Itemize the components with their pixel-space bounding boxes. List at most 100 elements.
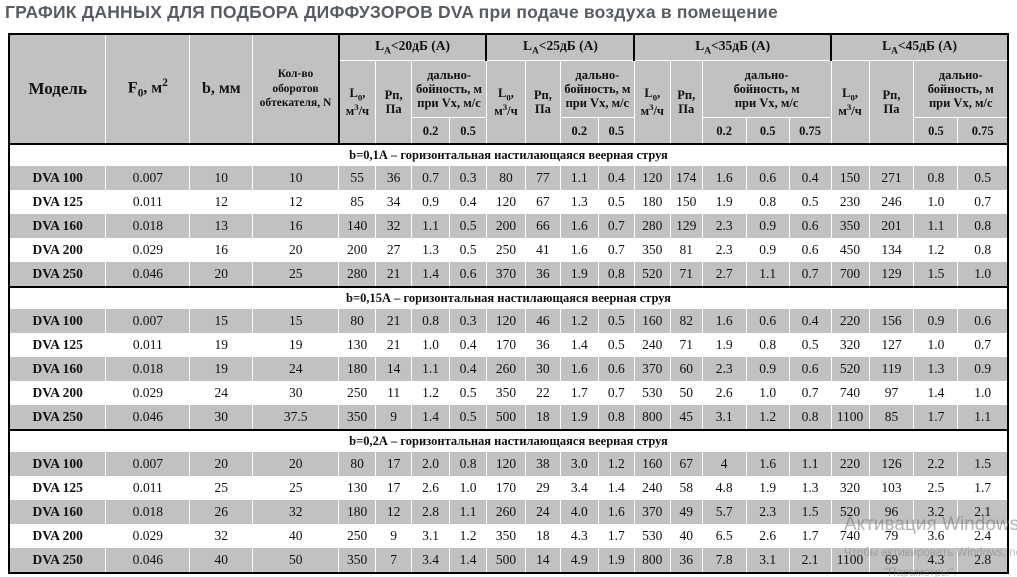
data-cell: 13 (189, 214, 254, 238)
data-cell: 1.2 (913, 238, 959, 262)
group-header-la45: LA<45дБ (А) (830, 33, 1009, 61)
data-cell: 350 (485, 381, 526, 405)
data-cell: 1.1 (913, 214, 959, 238)
data-cell: 1.7 (559, 381, 599, 405)
data-cell: 2.1 (957, 500, 1009, 524)
group-header-la25: LA<25дБ (А) (485, 33, 635, 61)
data-cell: 0.046 (105, 548, 191, 573)
data-cell: 3.1 (701, 405, 747, 430)
col-header-b: b, мм (189, 33, 254, 145)
group-header-la20: LA<20дБ (А) (337, 33, 487, 61)
data-cell: 20 (189, 262, 254, 287)
data-cell: 36 (524, 262, 561, 287)
data-cell: 320 (830, 333, 870, 357)
data-cell: 19 (189, 357, 254, 381)
col-header-vx-g2-05: 0.5 (597, 117, 635, 145)
model-name: DVA 100 (8, 452, 107, 476)
data-cell: 1.4 (411, 262, 451, 287)
model-name: DVA 160 (8, 357, 107, 381)
data-cell: 77 (524, 166, 561, 190)
data-cell: 1.7 (597, 524, 635, 548)
data-cell: 32 (252, 500, 340, 524)
data-cell: 450 (830, 238, 870, 262)
data-cell: 240 (633, 333, 671, 357)
data-cell: 1.4 (411, 405, 451, 430)
data-cell: 32 (189, 524, 254, 548)
section-header-row: b=0,2А – горизонтальная настилающаяся ве… (9, 429, 1008, 452)
data-cell: 80 (485, 166, 526, 190)
data-cell: 7.8 (701, 548, 747, 573)
table-row: DVA 100 0.007 15 15 80 21 0.8 0.3 120 46 1.2 0.5 160… (8, 309, 1009, 333)
data-cell: 134 (868, 238, 915, 262)
data-cell: 1.0 (957, 381, 1009, 405)
data-cell: 0.4 (597, 166, 635, 190)
data-cell: 0.9 (913, 309, 959, 333)
data-cell: 0.007 (105, 452, 191, 476)
data-cell: 9 (375, 524, 413, 548)
data-cell: 17 (375, 476, 413, 500)
table-body: b=0,1А – горизонтальная настилающаяся ве… (8, 143, 1009, 573)
data-cell: 0.7 (597, 238, 635, 262)
data-cell: 1.1 (745, 262, 790, 287)
data-cell: 1.6 (559, 238, 599, 262)
data-cell: 1.0 (913, 190, 959, 214)
data-cell: 119 (868, 357, 915, 381)
data-cell: 103 (868, 476, 915, 500)
data-cell: 4.0 (559, 500, 599, 524)
data-cell: 1.2 (559, 309, 599, 333)
data-cell: 32 (375, 214, 413, 238)
data-cell: 0.4 (449, 357, 487, 381)
data-cell: 67 (669, 452, 703, 476)
data-cell: 520 (830, 357, 870, 381)
col-header-pn-g4: Рп, Па (868, 60, 915, 145)
data-cell: 3.2 (913, 500, 959, 524)
data-cell: 1.3 (788, 476, 832, 500)
data-cell: 0.5 (449, 238, 487, 262)
data-cell: 520 (633, 262, 671, 287)
data-cell: 350 (830, 214, 870, 238)
model-name: DVA 250 (8, 548, 107, 573)
data-cell: 201 (868, 214, 915, 238)
data-cell: 0.6 (788, 357, 832, 381)
data-cell: 0.6 (745, 309, 790, 333)
data-cell: 2.3 (745, 500, 790, 524)
data-cell: 0.7 (597, 381, 635, 405)
data-cell: 0.8 (597, 262, 635, 287)
data-cell: 30 (524, 357, 561, 381)
data-cell: 3.1 (411, 524, 451, 548)
data-cell: 0.9 (745, 357, 790, 381)
data-cell: 2.6 (701, 381, 747, 405)
data-cell: 0.5 (449, 381, 487, 405)
data-cell: 0.6 (745, 166, 790, 190)
data-cell: 160 (633, 309, 671, 333)
data-cell: 0.011 (105, 476, 191, 500)
data-cell: 3.6 (913, 524, 959, 548)
data-cell: 85 (338, 190, 377, 214)
data-cell: 16 (252, 214, 340, 238)
col-header-range-g1: дально-бойность, м при Vx, м/с (411, 60, 487, 118)
data-cell: 3.0 (559, 452, 599, 476)
group-header-la35: LA<35дБ (А) (633, 33, 832, 61)
data-cell: 15 (189, 309, 254, 333)
data-cell: 180 (338, 500, 377, 524)
data-cell: 1.9 (745, 476, 790, 500)
data-cell: 50 (669, 381, 703, 405)
data-cell: 30 (252, 381, 340, 405)
section-title: b=0,1А – горизонтальная настилающаяся ве… (9, 143, 1008, 166)
col-header-range-g4: дально-бойность, м при Vx, м/с (913, 60, 1009, 118)
data-cell: 0.8 (745, 190, 790, 214)
data-cell: 36 (375, 166, 413, 190)
data-cell: 1.2 (745, 405, 790, 430)
data-cell: 21 (375, 333, 413, 357)
data-cell: 126 (868, 452, 915, 476)
data-cell: 120 (633, 166, 671, 190)
data-cell: 1.5 (957, 452, 1009, 476)
data-cell: 24 (189, 381, 254, 405)
data-cell: 1.3 (411, 238, 451, 262)
model-name: DVA 200 (8, 238, 107, 262)
data-cell: 37.5 (252, 405, 340, 430)
data-cell: 140 (338, 214, 377, 238)
data-cell: 0.029 (105, 238, 191, 262)
col-header-l0-g1: L0, м3/ч (337, 60, 377, 145)
col-header-pn-g2: Рп, Па (524, 60, 561, 145)
